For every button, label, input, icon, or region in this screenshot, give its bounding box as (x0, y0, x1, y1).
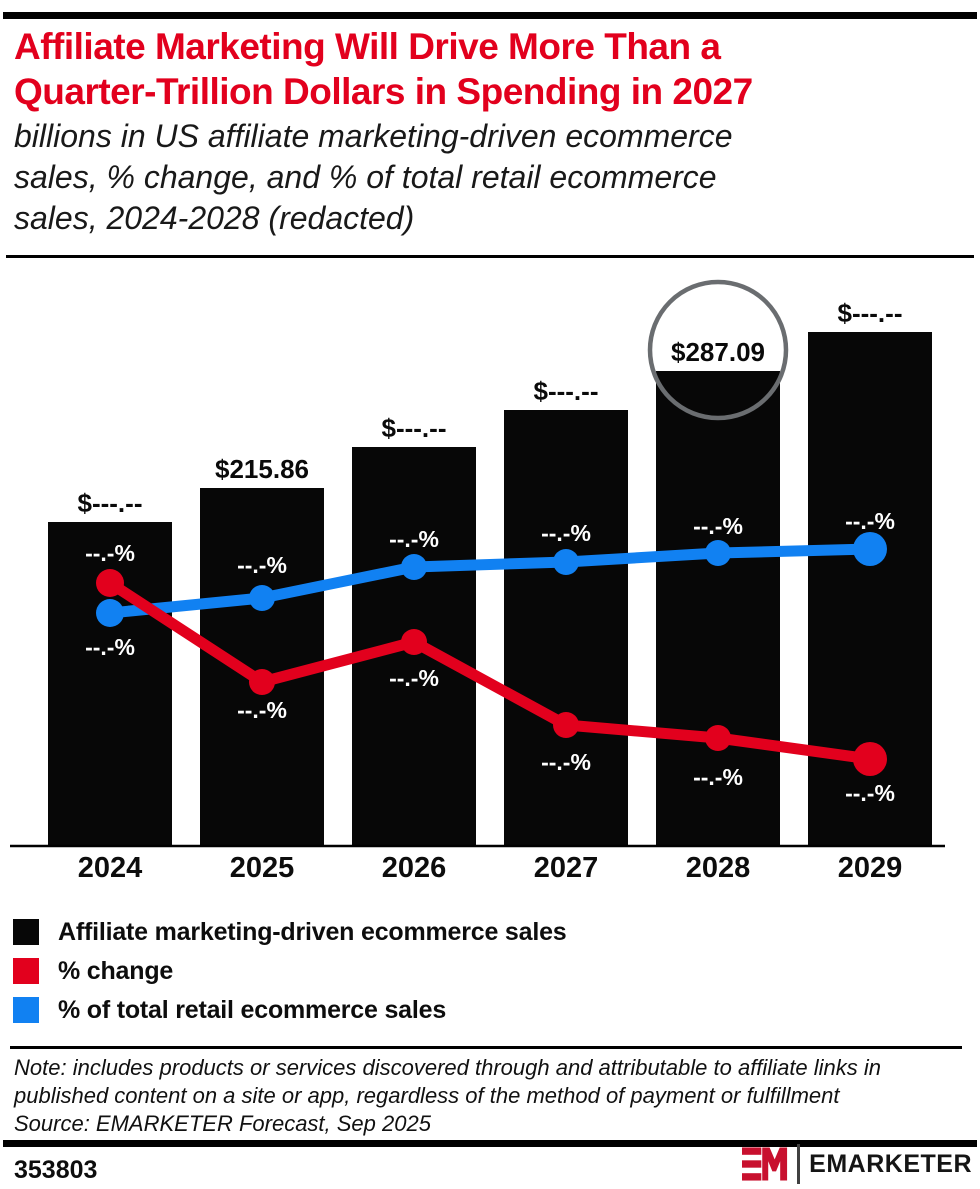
pct-retail-label-2026: --.-% (389, 526, 439, 552)
chart-legend: Affiliate marketing-driven ecommerce sal… (13, 917, 813, 1036)
chart-subtitle: billions in US affiliate marketing-drive… (14, 116, 974, 239)
footer-rule (3, 1140, 977, 1147)
title-line-1: Affiliate Marketing Will Drive More Than… (14, 26, 721, 67)
red-dot-2025 (249, 669, 275, 695)
pct-retail-label-2029: --.-% (845, 508, 895, 534)
pct-retail-label-2027: --.-% (541, 520, 591, 546)
bar-value-label-2027: $---.-- (534, 376, 599, 406)
bar-value-label-2025: $215.86 (215, 454, 309, 484)
red-dot-2026 (401, 629, 427, 655)
subtitle-line-3: sales, 2024-2028 (redacted) (14, 200, 415, 236)
title-line-2: Quarter-Trillion Dollars in Spending in … (14, 71, 753, 112)
red-dot-2024 (96, 569, 124, 597)
page-title: Affiliate Marketing Will Drive More Than… (14, 24, 974, 114)
bar-2027 (504, 410, 628, 845)
subtitle-line-2: sales, % change, and % of total retail e… (14, 159, 717, 195)
legend-swatch-red (13, 958, 39, 984)
red-line (106, 578, 871, 765)
bar-value-label-2028: $287.09 (671, 337, 765, 367)
legend-swatch-black (13, 919, 39, 945)
pct-change-label-2027: --.-% (541, 749, 591, 775)
x-axis-label-2027: 2027 (534, 852, 599, 884)
pct-retail-label-2024: --.-% (85, 634, 135, 660)
highlight-circle (647, 279, 789, 421)
header-divider-rule (6, 255, 974, 258)
pct-retail-label-2028: --.-% (693, 513, 743, 539)
pct-change-label-2028: --.-% (693, 764, 743, 790)
x-axis-label-2025: 2025 (230, 852, 295, 884)
chart-id: 353803 (14, 1156, 98, 1184)
legend-item-pct-retail: % of total retail ecommerce sales (13, 995, 813, 1024)
footnote-line-3: Source: EMARKETER Forecast, Sep 2025 (14, 1111, 431, 1136)
x-axis-label-2029: 2029 (838, 852, 903, 884)
footnote: Note: includes products or services disc… (14, 1054, 972, 1138)
blue-dot-2025 (249, 585, 275, 611)
blue-dot-2026 (401, 554, 427, 580)
brand-name: EMARKETER (809, 1149, 972, 1178)
chart-svg: $---.-- $215.86 $---.-- $---.-- $287.09 $---.… (10, 279, 945, 884)
footnote-line-1: Note: includes products or services disc… (14, 1055, 882, 1080)
bar-value-label-2029: $---.-- (838, 298, 903, 328)
blue-dot-2027 (553, 549, 579, 575)
x-axis-label-2026: 2026 (382, 852, 447, 884)
legend-swatch-blue (13, 997, 39, 1023)
x-axis-label-2024: 2024 (78, 852, 143, 884)
footnote-divider-rule (10, 1046, 962, 1049)
pct-retail-label-2025: --.-% (237, 552, 287, 578)
blue-dot-2029 (853, 532, 887, 566)
red-dot-2027 (553, 712, 579, 738)
blue-line (109, 543, 871, 619)
pct-change-label-2029: --.-% (845, 780, 895, 806)
red-dot-2029 (853, 742, 887, 776)
brand-logo: EMARKETER (742, 1144, 972, 1184)
legend-item-bars: Affiliate marketing-driven ecommerce sal… (13, 917, 813, 946)
em-monogram-icon (742, 1147, 788, 1181)
bar-2028 (656, 371, 780, 845)
blue-dot-2024 (96, 599, 124, 627)
x-axis-label-2028: 2028 (686, 852, 751, 884)
top-rule (3, 12, 977, 19)
bar-value-label-2024: $---.-- (78, 488, 143, 518)
legend-label-pct-change: % change (58, 956, 174, 985)
legend-item-pct-change: % change (13, 956, 813, 985)
subtitle-line-1: billions in US affiliate marketing-drive… (14, 118, 733, 154)
pct-change-label-2025: --.-% (237, 697, 287, 723)
footnote-line-2: published content on a site or app, rega… (14, 1083, 840, 1108)
legend-label-bars: Affiliate marketing-driven ecommerce sal… (58, 917, 567, 946)
bar-value-label-2026: $---.-- (382, 413, 447, 443)
brand-divider (797, 1144, 801, 1184)
blue-dot-2028 (705, 540, 731, 566)
legend-label-pct-retail: % of total retail ecommerce sales (58, 995, 447, 1024)
red-dot-2028 (705, 725, 731, 751)
pct-change-label-2026: --.-% (389, 665, 439, 691)
pct-change-label-2024: --.-% (85, 540, 135, 566)
